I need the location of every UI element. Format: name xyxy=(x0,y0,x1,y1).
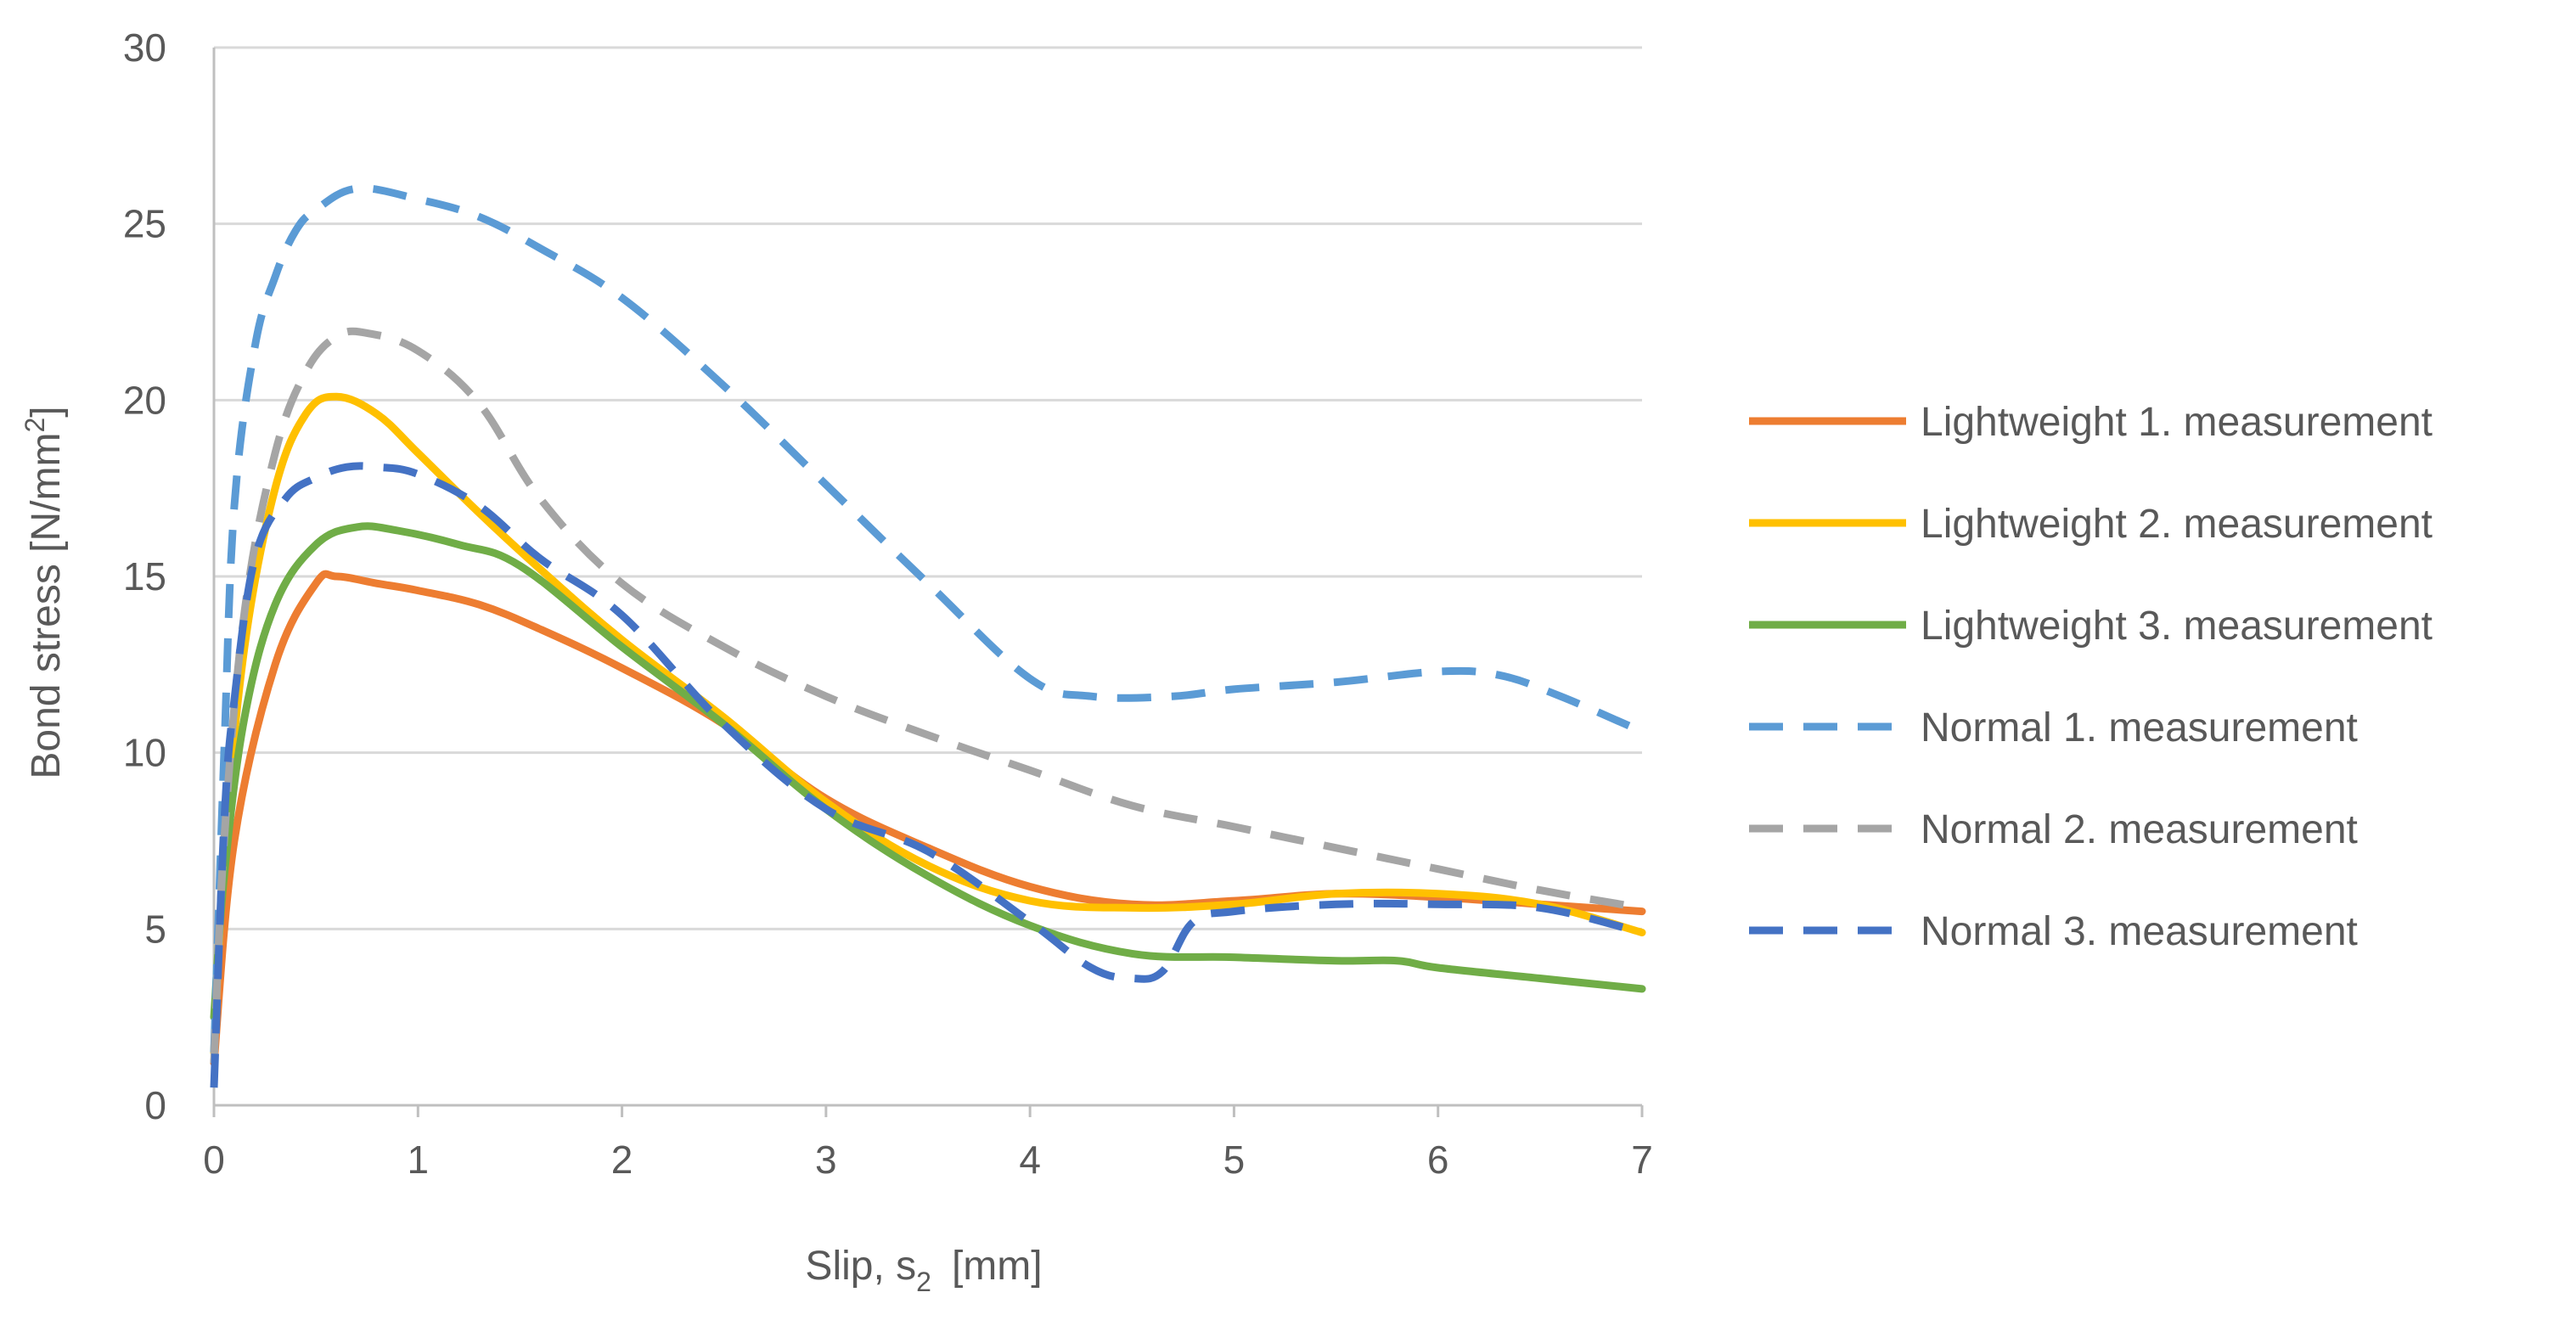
series-line-6 xyxy=(210,462,1644,1088)
series-line-4 xyxy=(210,184,1644,1053)
svg-text:Bond stress [N/mm2]: Bond stress [N/mm2] xyxy=(20,406,69,778)
x-tick-label-5: 5 xyxy=(1223,1138,1246,1182)
x-axis-label-unit: [mm] xyxy=(952,1244,1043,1289)
x-axis-label: Slip, s2 [mm] xyxy=(805,1244,1042,1297)
x-tick-label-4: 4 xyxy=(1019,1138,1041,1182)
legend-label-4: Normal 1. measurement xyxy=(1921,705,2358,750)
y-tick-label-10: 10 xyxy=(123,731,166,775)
x-axis-label-subscript: 2 xyxy=(916,1267,931,1297)
x-tick-label-2: 2 xyxy=(611,1138,633,1182)
x-tick-label-1: 1 xyxy=(407,1138,429,1182)
y-tick-label-25: 25 xyxy=(123,202,166,246)
x-axis-label-main: Slip, s xyxy=(805,1244,916,1289)
legend-label-5: Normal 2. measurement xyxy=(1921,807,2358,852)
legend-label-1: Lightweight 1. measurement xyxy=(1921,400,2433,445)
y-axis-label: Bond stress [N/mm2] xyxy=(20,406,69,778)
series-line-5 xyxy=(210,327,1643,1064)
legend: Lightweight 1. measurement Lightweight 2.… xyxy=(1749,400,2433,954)
y-tick-label-5: 5 xyxy=(144,907,166,951)
x-tick-label-3: 3 xyxy=(815,1138,837,1182)
y-axis-label-main: Bond stress [N/mm xyxy=(24,433,69,779)
x-tick-label-7: 7 xyxy=(1631,1138,1653,1182)
axes: 0 5 10 15 20 25 30 0 1 2 3 4 5 6 7 xyxy=(123,25,1653,1182)
y-tick-label-0: 0 xyxy=(144,1083,166,1127)
y-tick-label-15: 15 xyxy=(123,554,166,598)
y-tick-label-20: 20 xyxy=(123,378,166,422)
gridlines xyxy=(214,46,1642,930)
y-axis-label-end: ] xyxy=(24,406,69,417)
svg-text:Slip, s2[mm]: Slip, s2 [mm] xyxy=(805,1244,1042,1297)
x-tick-label-0: 0 xyxy=(203,1138,225,1182)
x-tick-label-6: 6 xyxy=(1427,1138,1449,1182)
legend-label-6: Normal 3. measurement xyxy=(1921,909,2358,954)
legend-label-3: Lightweight 3. measurement xyxy=(1921,604,2433,649)
legend-label-2: Lightweight 2. measurement xyxy=(1921,502,2433,547)
series-line-1 xyxy=(210,570,1646,1067)
series-line-3 xyxy=(210,522,1646,1021)
series-line-2 xyxy=(210,392,1646,1057)
series-lines xyxy=(210,184,1646,1088)
y-axis-label-superscript: 2 xyxy=(20,418,50,433)
y-tick-label-30: 30 xyxy=(123,25,166,70)
